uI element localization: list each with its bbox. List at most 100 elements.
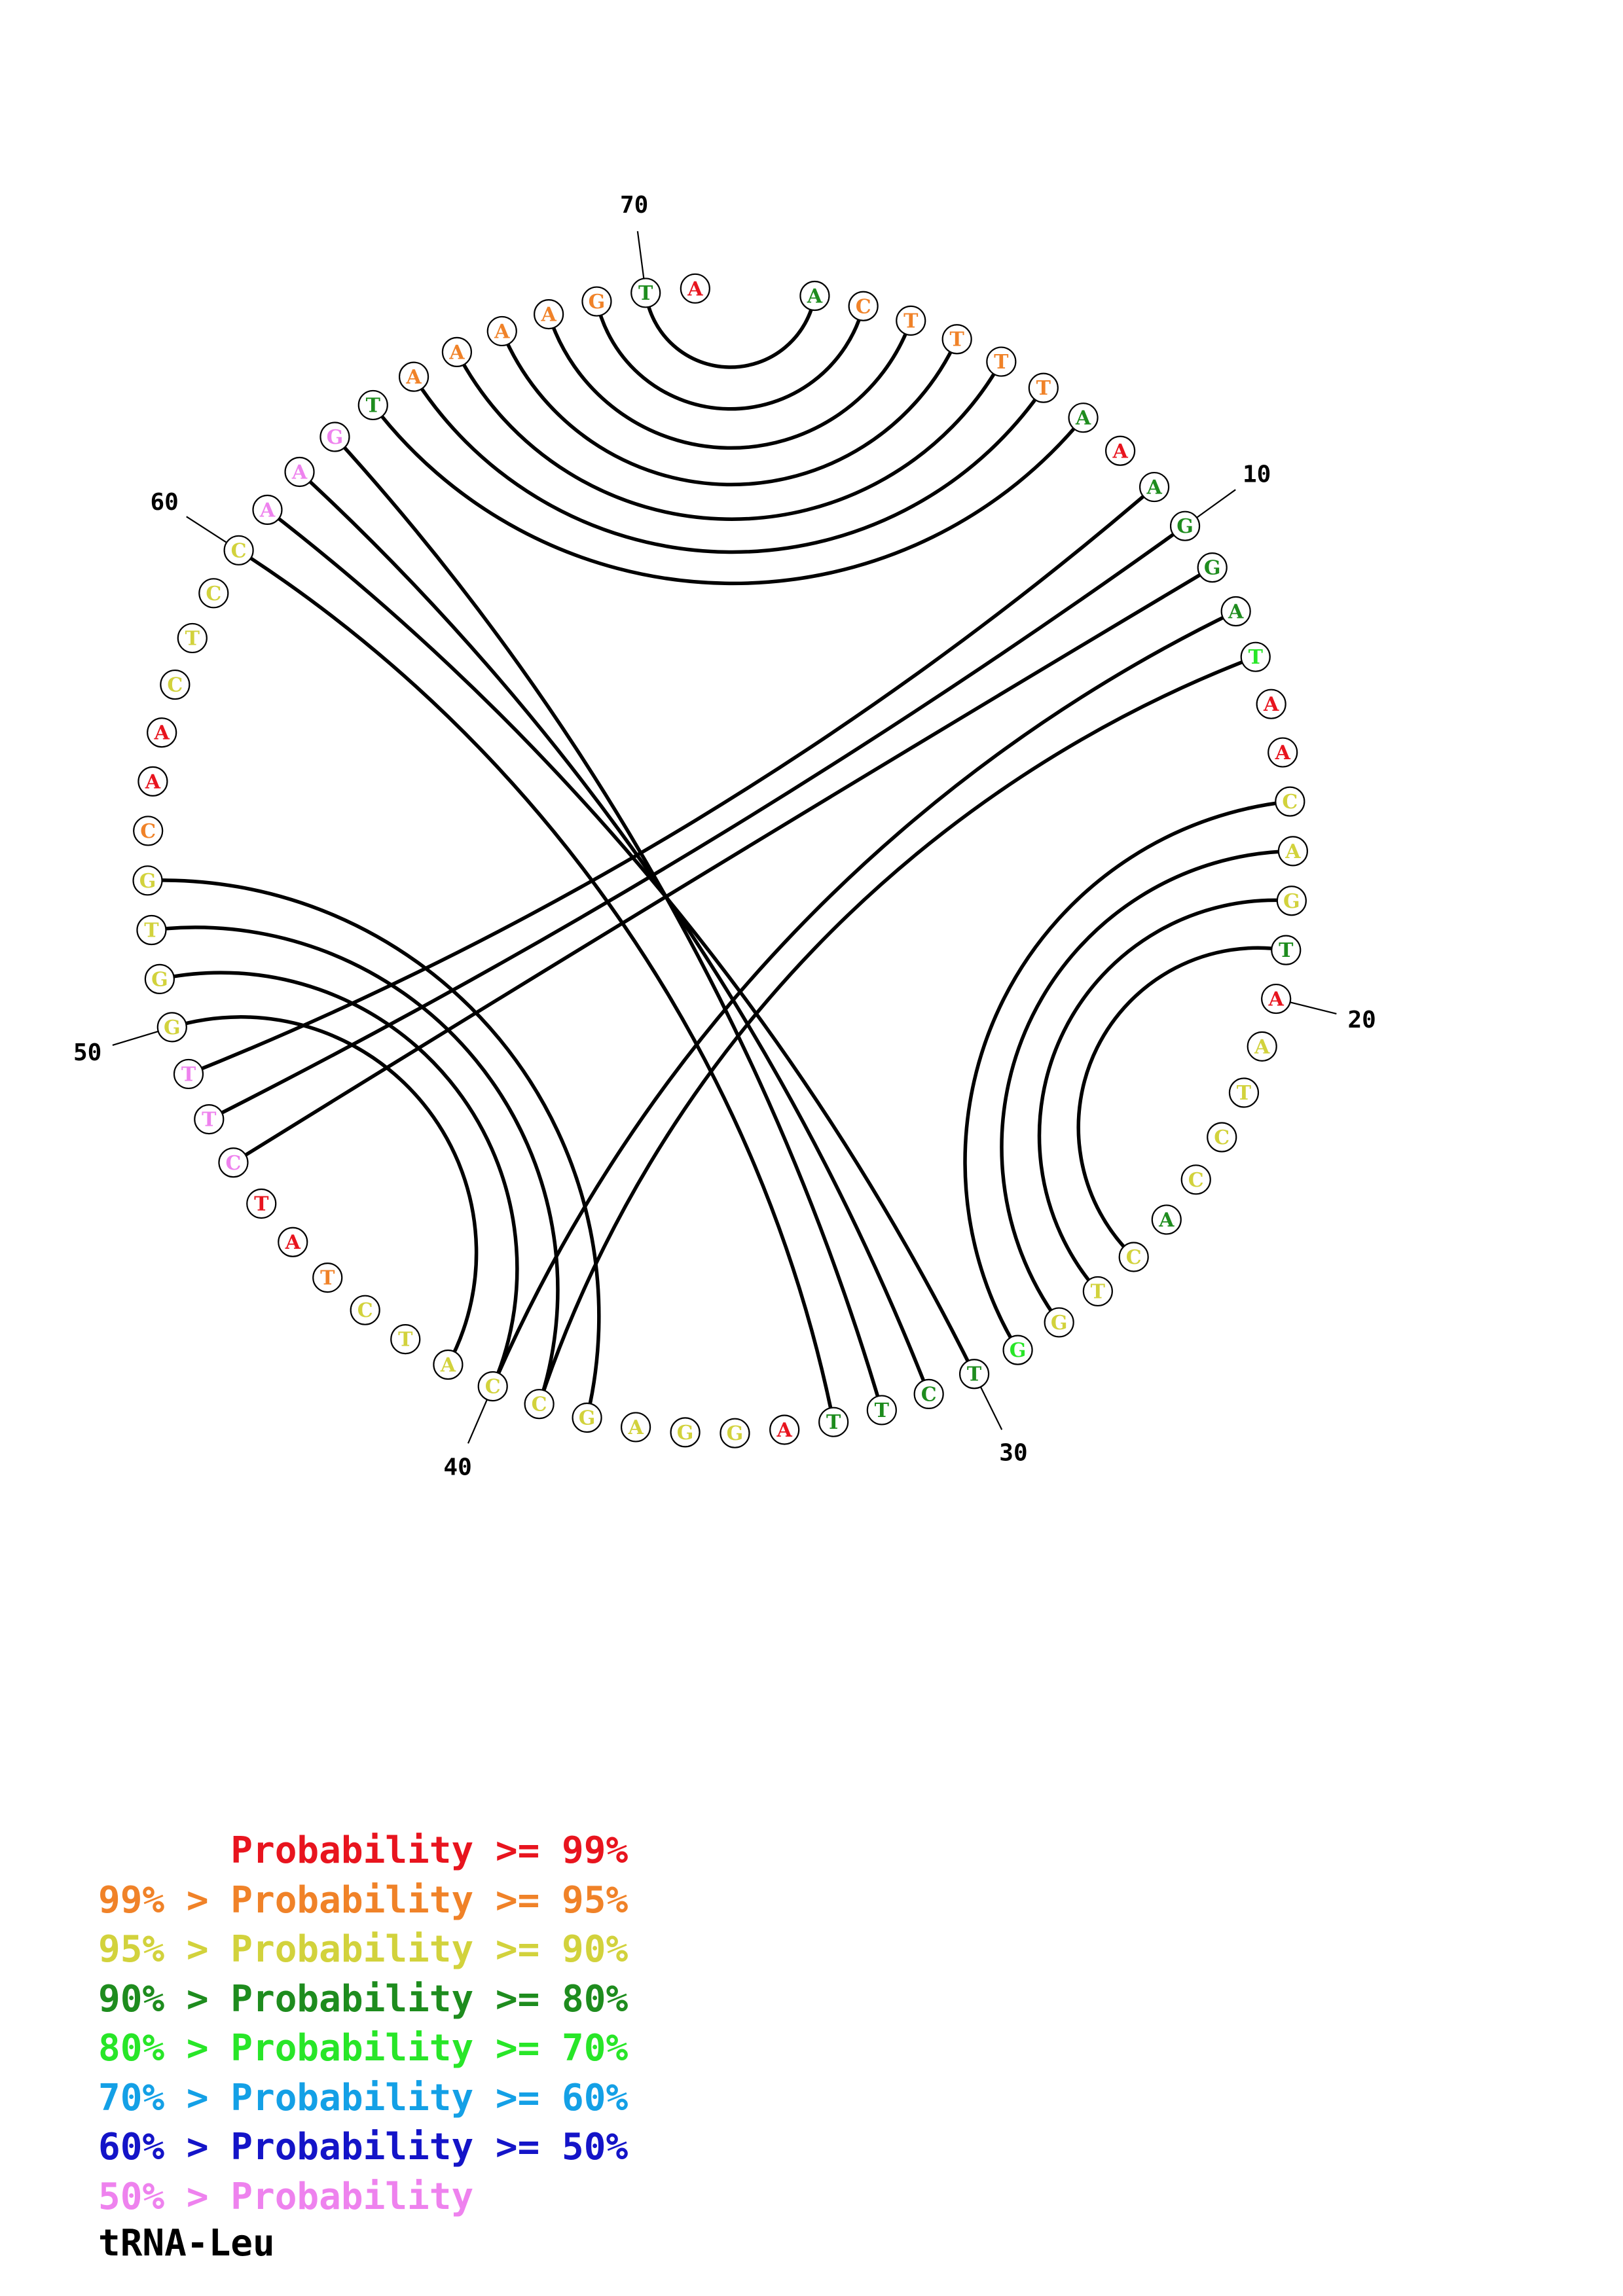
nucleotide-letter: A [540, 304, 556, 327]
nucleotide-letter: G [1204, 557, 1221, 580]
nucleotide-letter: A [285, 1231, 301, 1254]
nucleotide-letter: T [1091, 1280, 1106, 1303]
nucleotide: A [1068, 403, 1099, 433]
nucleotide-letter: A [807, 285, 823, 308]
nucleotide: T [173, 1058, 204, 1090]
nucleotide: T [194, 1103, 225, 1135]
nucleotide-letter: T [994, 351, 1009, 374]
base-pair-arcs [147, 293, 1293, 1423]
nucleotide: T [246, 1188, 277, 1219]
nucleotide: G [144, 963, 175, 994]
nucleotide-letter: A [405, 366, 422, 389]
nucleotide: A [1261, 983, 1292, 1014]
nucleotide-letter: A [259, 499, 276, 522]
nucleotide-letter: A [448, 341, 465, 364]
nucleotide: C [160, 669, 191, 700]
base-pair-arc [298, 470, 931, 1395]
position-label: 50 [73, 1039, 101, 1066]
nucleotide: G [132, 865, 163, 896]
base-pair-arc [147, 878, 601, 1418]
position-ticks: 10 20 30 40 50 60 70 [73, 192, 1376, 1480]
base-pair-arc [238, 548, 835, 1423]
base-pair-arc [644, 293, 817, 369]
nucleotide-letter: A [1075, 407, 1091, 430]
position-label: 60 [150, 489, 178, 516]
nucleotide-letter: A [1263, 693, 1279, 716]
nucleotide: G [319, 422, 350, 452]
nucleotide-letter: T [185, 627, 200, 650]
nucleotide: C [218, 1147, 249, 1178]
nucleotide: G [581, 286, 612, 317]
nucleotide: A [534, 299, 564, 330]
nucleotide-letter: T [181, 1063, 196, 1086]
base-pair-arc [491, 609, 1237, 1388]
nucleotide: G [720, 1418, 750, 1448]
nucleotide-letter: T [320, 1267, 335, 1290]
nucleotide-letter: T [950, 329, 965, 351]
nucleotide-letter: G [1051, 1312, 1068, 1335]
nucleotide-letter: G [164, 1016, 181, 1039]
base-pair-arc [500, 330, 959, 487]
nucleotide-letter: G [579, 1407, 596, 1430]
nucleotide-letter: C [485, 1376, 501, 1399]
nucleotide-letter: C [856, 295, 871, 318]
position-tick [467, 1399, 488, 1444]
nucleotide-letter: T [144, 919, 159, 942]
legend-entry: 70% > Probability >= 60% [98, 2076, 629, 2119]
nucleotide-letter: A [1285, 840, 1301, 863]
nucleotide: C [477, 1371, 508, 1402]
position-label: 20 [1348, 1007, 1376, 1033]
nucleotide: G [670, 1417, 701, 1448]
base-pair-arc [537, 655, 1256, 1405]
nucleotide-letter: C [231, 539, 247, 562]
base-pair-arc [232, 565, 1214, 1164]
nucleotide-letter: A [1254, 1035, 1270, 1058]
nucleotide-letter: T [1249, 646, 1264, 669]
nucleotide: C [350, 1295, 380, 1325]
nucleotide: G [572, 1402, 602, 1433]
base-pair-arc [412, 376, 1046, 554]
nucleotide: T [312, 1262, 343, 1293]
nucleotide-letter: C [1282, 791, 1298, 814]
nucleotide: C [1275, 786, 1305, 817]
nucleotide: A [1151, 1204, 1182, 1235]
base-pair-arc [371, 404, 1085, 586]
nucleotide: A [137, 766, 168, 797]
nucleotide: T [896, 305, 926, 336]
nucleotide: A [486, 315, 517, 347]
nucleotide: T [1228, 1077, 1260, 1108]
nucleotide: A [284, 456, 315, 488]
nucleotide-letter: A [776, 1419, 793, 1442]
nucleotide: A [799, 280, 830, 312]
nucleotide-letter: T [1237, 1082, 1252, 1105]
nucleotide-letter: G [1010, 1339, 1027, 1362]
nucleotide-letter: A [1158, 1209, 1175, 1232]
nucleotide-letter: C [140, 820, 156, 843]
nucleotide: T [1240, 641, 1271, 672]
nucleotide-letter: T [1036, 377, 1051, 400]
nucleotide: T [630, 278, 661, 308]
nucleotide: C [223, 535, 254, 565]
nucleotide-letter: A [627, 1416, 644, 1439]
nucleotide: C [1207, 1122, 1237, 1153]
nucleotide-letter: A [1275, 742, 1291, 764]
nucleotide-circle: A CTTTTAAAGGATAACAGTAATCCACTGGTCTTAGGAGCC… [132, 273, 1308, 1448]
nucleotide: T [357, 389, 388, 421]
nucleotide: C [848, 291, 879, 321]
nucleotide: G [1002, 1335, 1033, 1365]
nucleotide: A [620, 1412, 651, 1443]
position-tick [1196, 489, 1236, 518]
nucleotide: A [1256, 689, 1286, 719]
nucleotide: G [1197, 552, 1228, 583]
base-pair-arc [266, 508, 976, 1375]
nucleotide-letter: A [1112, 440, 1128, 463]
base-pair-arc [1037, 898, 1292, 1293]
nucleotide: A [398, 361, 429, 392]
nucleotide-letter: G [589, 291, 606, 314]
nucleotide-letter: A [1268, 988, 1285, 1011]
nucleotide: G [1276, 886, 1307, 916]
base-pair-arc [594, 300, 866, 411]
base-pair-arc [171, 1015, 479, 1366]
nucleotide: A [441, 336, 473, 367]
